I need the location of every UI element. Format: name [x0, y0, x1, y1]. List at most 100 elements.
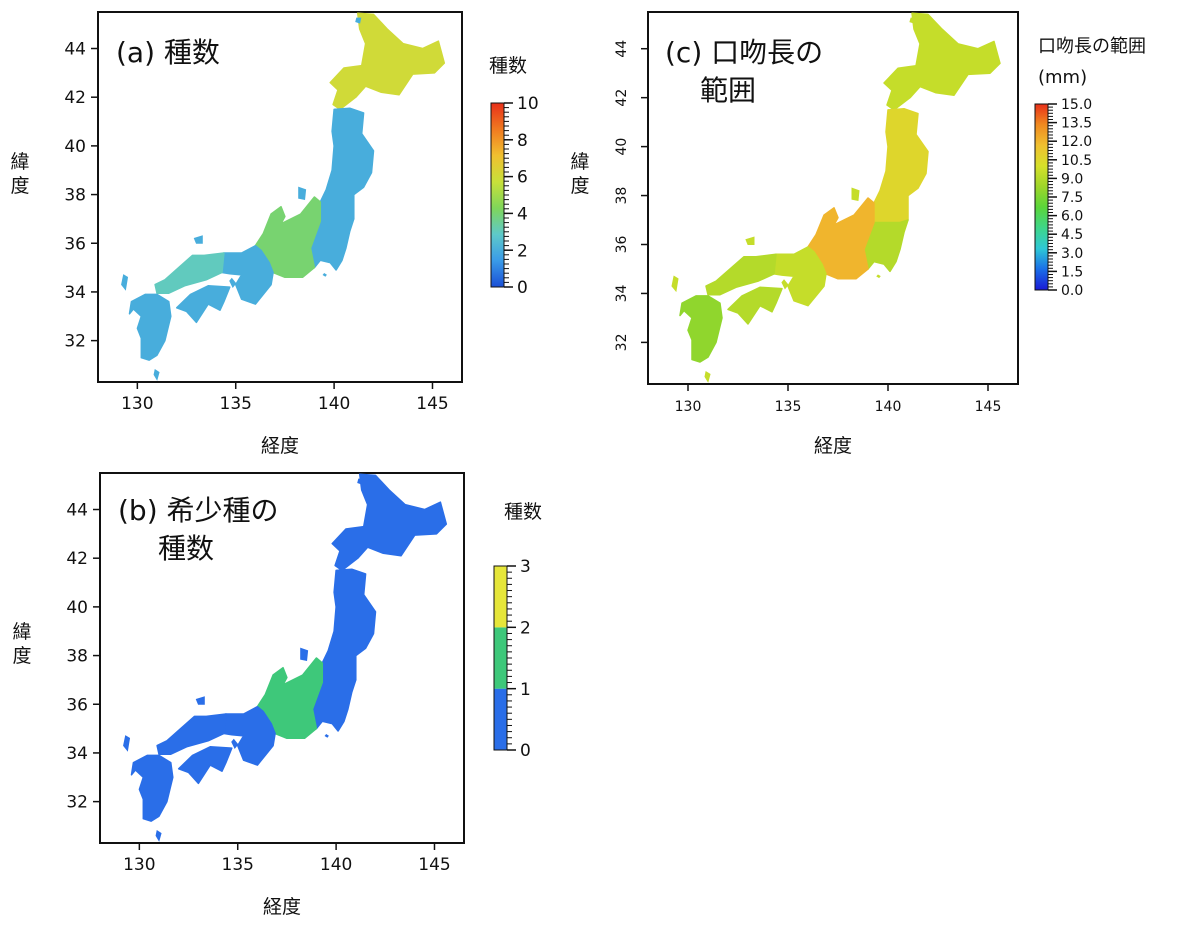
- map-island: [355, 17, 362, 24]
- y-tick-label: 32: [66, 793, 88, 813]
- colorbar-segment: [494, 688, 507, 750]
- colorbar: 0 2 4 6 8 10 種数: [489, 55, 539, 298]
- colorbar-tick-label: 4: [517, 205, 528, 225]
- y-axis-label: 緯度: [10, 151, 29, 197]
- y-tick-label: 44: [614, 40, 630, 58]
- map-region-kanto: [309, 218, 355, 271]
- colorbar: 0.0 1.5 3.0 4.5 6.0 7.5 9.0 10.5 12.0 13.5 15.0 口吻長…: [1034, 36, 1146, 299]
- y-tick-label: 32: [614, 333, 630, 351]
- map-region-chugoku: [156, 713, 227, 755]
- x-axis-label: 経度: [814, 435, 852, 457]
- x-tick-label: 135: [775, 399, 802, 415]
- colorbar-title: 種数: [504, 501, 542, 523]
- map-region-kyushu: [679, 295, 723, 363]
- map-island: [121, 274, 129, 291]
- y-tick-label: 42: [64, 88, 86, 108]
- colorbar-title: 口吻長の範囲: [1038, 36, 1146, 57]
- colorbar-tick-label: 8: [517, 131, 528, 151]
- colorbar-tick-label: 3: [520, 557, 531, 577]
- colorbar-tick-label: 0: [517, 278, 528, 298]
- map-region-hokkaido: [331, 473, 448, 572]
- y-tick-label: 44: [64, 40, 86, 60]
- colorbar-tick-label: 15.0: [1061, 97, 1092, 113]
- map-island: [357, 478, 364, 485]
- colorbar-title: 種数: [489, 55, 527, 77]
- y-tick-label: 40: [66, 598, 88, 618]
- y-tick-label: 36: [614, 236, 630, 254]
- x-tick-label: 140: [875, 399, 902, 415]
- map-island: [300, 647, 309, 661]
- map-island: [195, 696, 205, 705]
- colorbar-tick-label: 1.5: [1061, 264, 1083, 280]
- y-tick-label: 42: [614, 89, 630, 107]
- map-region-chugoku: [705, 253, 777, 296]
- panel-title: (c) 口吻長の: [665, 36, 823, 69]
- x-tick-label: 130: [121, 394, 153, 414]
- x-tick-label: 135: [222, 855, 254, 875]
- map-region-kinki: [223, 705, 276, 766]
- y-tick-label: 38: [66, 647, 88, 667]
- x-axis-label: 経度: [263, 896, 301, 918]
- map-region-shikoku: [177, 746, 233, 785]
- x-tick-label: 130: [675, 399, 702, 415]
- y-tick-label: 40: [64, 137, 86, 157]
- panel-title: 範囲: [700, 74, 756, 107]
- map-island: [671, 275, 679, 293]
- y-tick-label: 34: [614, 284, 630, 302]
- y-tick-label: 32: [64, 332, 86, 352]
- map-region-kyushu: [130, 754, 174, 822]
- colorbar-tick-label: 10.5: [1061, 153, 1092, 169]
- x-axis-label: 経度: [261, 435, 299, 457]
- colorbar-gradient: [491, 103, 504, 287]
- map-region-kinki: [773, 246, 827, 307]
- map-island: [851, 187, 860, 201]
- y-axis-label: 緯度: [12, 621, 31, 667]
- colorbar-segment: [494, 627, 507, 689]
- map-island: [193, 235, 203, 244]
- map-region-shikoku: [727, 286, 783, 325]
- panel-title: (a) 種数: [116, 36, 220, 69]
- y-tick-label: 40: [614, 138, 630, 156]
- y-tick-label: 36: [66, 695, 88, 715]
- map-island: [324, 734, 329, 738]
- map-region-chugoku: [154, 252, 225, 294]
- y-tick-label: 38: [64, 186, 86, 206]
- colorbar-title: (mm): [1038, 67, 1087, 88]
- map-region-kyushu: [128, 293, 172, 361]
- y-tick-label: 36: [64, 234, 86, 254]
- y-tick-label: 34: [66, 744, 88, 764]
- map-island: [231, 738, 239, 750]
- x-tick-label: 140: [320, 855, 352, 875]
- panel-title: 種数: [158, 532, 214, 565]
- colorbar-tick-label: 13.5: [1061, 116, 1092, 132]
- colorbar-tick-label: 7.5: [1061, 190, 1083, 206]
- map-island: [909, 17, 916, 24]
- colorbar-tick-label: 12.0: [1061, 134, 1092, 150]
- colorbar-tick-label: 0: [520, 741, 531, 761]
- map-region-kanto: [311, 679, 357, 732]
- map-island: [704, 371, 711, 383]
- map-island: [781, 279, 789, 290]
- map-island: [745, 236, 755, 245]
- y-axis-label: 緯度: [570, 151, 589, 197]
- colorbar-tick-label: 6.0: [1061, 209, 1083, 225]
- colorbar-tick-label: 4.5: [1061, 227, 1083, 243]
- map-island: [322, 273, 327, 277]
- colorbar-tick-label: 9.0: [1061, 171, 1083, 187]
- map-island: [153, 368, 160, 381]
- map-island: [298, 186, 307, 200]
- colorbar: 0 1 2 3 種数: [493, 501, 542, 761]
- x-tick-label: 130: [123, 855, 155, 875]
- map-region-shikoku: [175, 285, 231, 324]
- x-tick-label: 145: [418, 855, 450, 875]
- x-tick-label: 145: [416, 394, 448, 414]
- colorbar-tick-label: 1: [520, 680, 531, 700]
- map-region-hokkaido: [883, 12, 1001, 111]
- colorbar-gradient: [1035, 104, 1048, 290]
- x-tick-label: 135: [220, 394, 252, 414]
- y-tick-label: 44: [66, 501, 88, 521]
